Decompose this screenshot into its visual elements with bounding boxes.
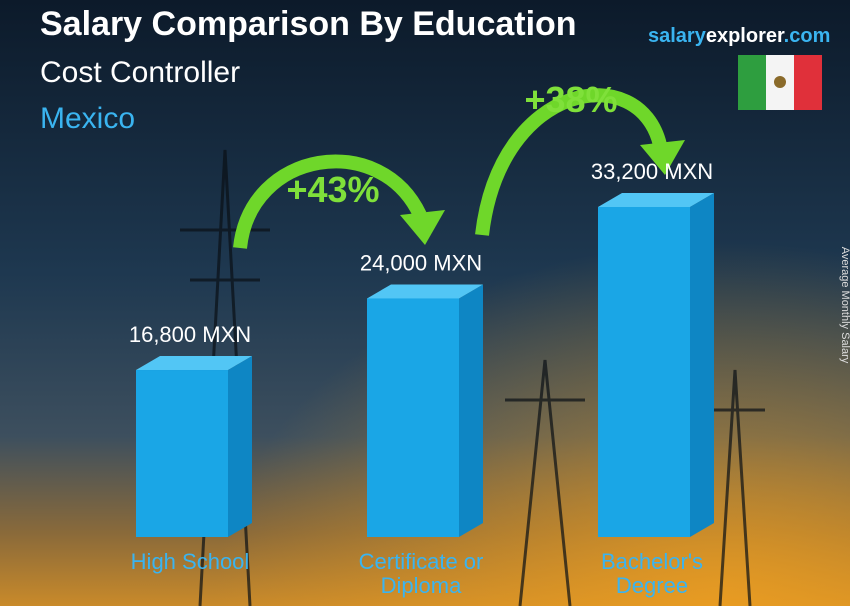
bar-top [598,193,714,207]
bar-side [690,193,714,537]
annotation: +43% [286,169,379,210]
category-label: Bachelor's Degree [600,549,704,598]
brand-part: .com [784,25,831,47]
flag-green [738,55,766,110]
bar [598,207,690,537]
arrows [233,88,667,249]
category-label: High School [130,549,250,574]
bar-top [136,356,252,371]
value-label: 33,200 MXN [591,159,713,184]
subtitle: Cost Controller [40,56,240,89]
brand-part: salary [648,25,707,47]
flag-emblem [774,76,786,88]
arrow-head [400,210,445,245]
y-axis-label: Average Monthly Salary [839,247,850,364]
brand-part: explorer [706,25,785,47]
bar [136,370,228,537]
brand: salaryexplorer.com [648,25,830,47]
flag-red [794,55,822,110]
annotation: +38% [524,79,617,120]
bar-top [367,284,483,299]
value-label: 24,000 MXN [360,250,482,275]
bar-side [228,356,252,537]
bar-side [459,284,483,537]
country: Mexico [40,102,135,135]
value-label: 16,800 MXN [129,322,251,347]
bar [367,298,459,537]
arrow-head [640,140,685,175]
title: Salary Comparison By Education [40,5,577,43]
category-label: Certificate or Diploma [358,549,484,598]
